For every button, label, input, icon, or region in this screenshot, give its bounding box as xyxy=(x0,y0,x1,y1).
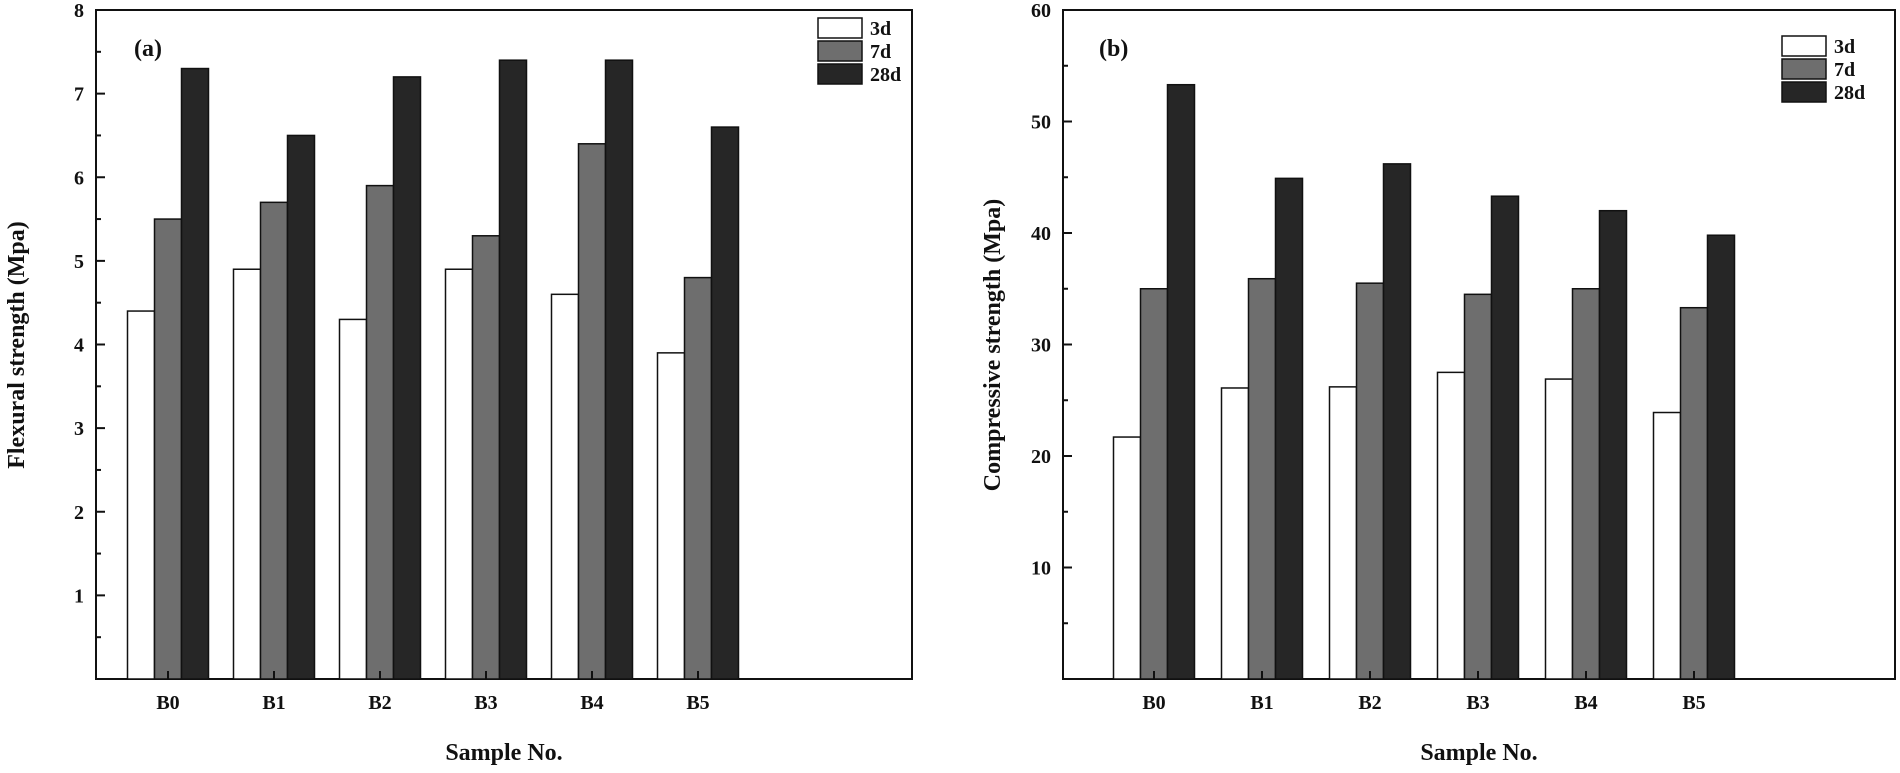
y-tick-label-30: 30 xyxy=(1031,335,1051,357)
bar-b1-28d xyxy=(286,134,316,680)
bar-b3-7d xyxy=(1463,293,1493,680)
bar-b1-7d xyxy=(1247,277,1277,680)
legend-label-28d: 28d xyxy=(1834,82,1865,104)
y-tick-label-4: 4 xyxy=(74,335,84,357)
legend-swatch-28d xyxy=(1781,81,1827,103)
x-tick-label-b3: B3 xyxy=(474,692,497,714)
x-tick-label-b4: B4 xyxy=(580,692,603,714)
bar-b3-7d xyxy=(471,235,501,680)
y-tick-label-6: 6 xyxy=(74,167,84,189)
bar-b4-3d xyxy=(1544,378,1574,680)
y-axis-b: 10 20 30 40 50 60 xyxy=(1031,0,1072,625)
legend-label-3d: 3d xyxy=(870,18,891,40)
y-tick-label-8: 8 xyxy=(74,0,84,22)
bar-b3-28d xyxy=(1490,195,1520,680)
legend-swatch-7d xyxy=(1781,58,1827,80)
y-axis-title-a: Flexural strength (Mpa) xyxy=(4,221,30,469)
legend-label-7d: 7d xyxy=(870,41,891,63)
x-tick-label-b1: B1 xyxy=(1250,692,1273,714)
bar-b0-3d xyxy=(1112,436,1142,680)
bar-b2-7d xyxy=(1355,282,1385,680)
bar-b5-7d xyxy=(1679,306,1709,680)
bar-b0-7d xyxy=(1139,288,1169,680)
bar-b2-28d xyxy=(392,76,422,680)
panel-b-compressive-strength: 10 20 30 40 50 60 B0 B1 B2 B3 B4 B5 (b) Sample No.… xyxy=(980,0,1896,766)
bar-b4-7d xyxy=(1571,288,1601,680)
bar-b2-28d xyxy=(1382,163,1412,680)
bar-b1-28d xyxy=(1274,177,1304,680)
x-axis-b: B0 B1 B2 B3 B4 B5 xyxy=(1142,671,1706,714)
bar-b4-3d xyxy=(550,293,580,680)
legend-label-28d: 28d xyxy=(870,64,901,86)
bar-b3-3d xyxy=(1436,371,1466,680)
bar-b2-3d xyxy=(338,318,368,680)
y-tick-label-1: 1 xyxy=(74,585,84,607)
bar-b1-3d xyxy=(232,268,262,680)
x-tick-label-b2: B2 xyxy=(1358,692,1381,714)
bar-b3-28d xyxy=(498,59,528,680)
bar-b2-7d xyxy=(365,184,395,680)
x-tick-label-b3: B3 xyxy=(1466,692,1489,714)
legend-swatch-7d xyxy=(817,40,863,62)
bar-b0-28d xyxy=(180,67,210,680)
y-tick-label-40: 40 xyxy=(1031,223,1051,245)
bar-b4-28d xyxy=(1598,209,1628,680)
bar-b5-28d xyxy=(1706,234,1736,680)
panel-a-flexural-strength: 1 2 3 4 5 6 7 8 B0 B1 B2 B3 B4 B5 (a) Sample No. Fle… xyxy=(4,0,913,766)
x-tick-label-b5: B5 xyxy=(1682,692,1705,714)
bar-b0-3d xyxy=(126,310,156,680)
x-tick-label-b5: B5 xyxy=(686,692,709,714)
x-axis-title-a: Sample No. xyxy=(445,740,562,766)
legend-swatch-3d xyxy=(1781,35,1827,57)
y-tick-label-3: 3 xyxy=(74,418,84,440)
legend-swatch-28d xyxy=(817,63,863,85)
x-tick-label-b2: B2 xyxy=(368,692,391,714)
y-tick-label-20: 20 xyxy=(1031,446,1051,468)
bar-b1-7d xyxy=(259,201,289,680)
bar-b4-7d xyxy=(577,143,607,680)
bars-b xyxy=(1112,83,1736,680)
legend-swatch-3d xyxy=(817,17,863,39)
legend-label-3d: 3d xyxy=(1834,36,1855,58)
x-axis-a: B0 B1 B2 B3 B4 B5 xyxy=(156,671,710,714)
y-axis-title-b: Compressive strength (Mpa) xyxy=(980,199,1006,491)
bar-b5-3d xyxy=(1652,411,1682,680)
y-axis-a: 1 2 3 4 5 6 7 8 xyxy=(74,0,105,639)
bar-b5-28d xyxy=(710,126,740,680)
x-tick-label-b4: B4 xyxy=(1574,692,1597,714)
y-tick-label-50: 50 xyxy=(1031,112,1051,134)
bar-b2-3d xyxy=(1328,386,1358,680)
legend-label-7d: 7d xyxy=(1834,59,1855,81)
y-tick-label-10: 10 xyxy=(1031,558,1051,580)
bar-b5-3d xyxy=(656,352,686,680)
y-tick-label-7: 7 xyxy=(74,84,84,106)
x-tick-label-b0: B0 xyxy=(156,692,179,714)
panel-label-a: (a) xyxy=(134,36,162,62)
y-tick-label-5: 5 xyxy=(74,251,84,273)
y-tick-label-2: 2 xyxy=(74,502,84,524)
panel-label-b: (b) xyxy=(1099,36,1128,62)
bar-b1-3d xyxy=(1220,387,1250,680)
bar-b4-28d xyxy=(604,59,634,680)
x-axis-title-b: Sample No. xyxy=(1420,740,1537,766)
bar-b0-7d xyxy=(153,218,183,680)
x-tick-label-b1: B1 xyxy=(262,692,285,714)
bar-b0-28d xyxy=(1166,83,1196,680)
bar-b3-3d xyxy=(444,268,474,680)
bar-b5-7d xyxy=(683,276,713,680)
bars-a xyxy=(126,59,740,680)
x-tick-label-b0: B0 xyxy=(1142,692,1165,714)
y-tick-label-60: 60 xyxy=(1031,0,1051,22)
